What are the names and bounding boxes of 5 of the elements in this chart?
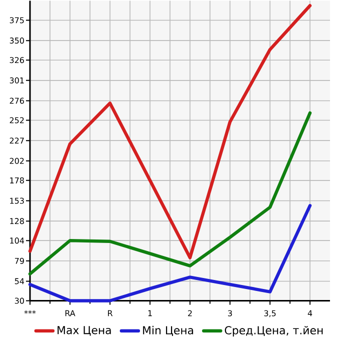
line-series	[28, 111, 312, 276]
line-series	[28, 4, 312, 260]
legend-label: Сред.Цена, т.йен	[224, 326, 323, 337]
legend-label: Min Цена	[143, 326, 194, 336]
legend-label: Max Цена	[58, 326, 111, 336]
